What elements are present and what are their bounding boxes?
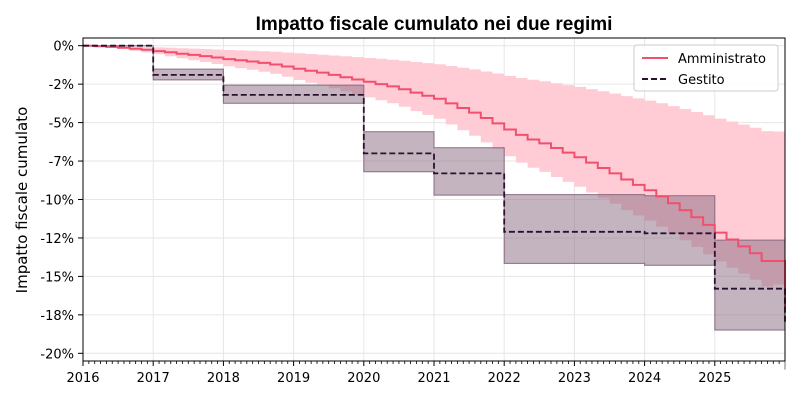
y-tick-label: -20% xyxy=(40,347,74,362)
legend: Amministrato Gestito xyxy=(633,44,779,92)
chart-title: Impatto fiscale cumulato nei due regimi xyxy=(256,14,613,35)
y-axis-label: Impatto fiscale cumulato xyxy=(13,107,31,294)
x-tick-label: 2018 xyxy=(207,371,240,386)
x-axis: 2016 2017 2018 2019 2020 2021 2022 2023 2024 2025 xyxy=(66,361,780,386)
y-tick-label: -2% xyxy=(49,78,74,93)
y-axis: 0% -2% -5% -7% -10% -12% -15% -18% -20% xyxy=(40,40,83,362)
y-tick-label: -15% xyxy=(40,270,74,285)
band-amministrato xyxy=(83,45,785,334)
y-tick-label: 0% xyxy=(53,40,74,55)
series-lines xyxy=(83,44,786,323)
y-tick-label: -18% xyxy=(40,309,74,324)
legend-box xyxy=(633,44,779,92)
x-tick-label: 2019 xyxy=(277,371,310,386)
x-tick-label: 2021 xyxy=(417,371,450,386)
x-tick-label: 2024 xyxy=(628,371,661,386)
y-tick-label: -5% xyxy=(49,117,74,132)
series-line-amministrato xyxy=(83,44,786,308)
x-tick-label: 2016 xyxy=(66,371,99,386)
y-tick-label: -7% xyxy=(49,155,74,170)
legend-label-amministrato: Amministrato xyxy=(678,52,766,67)
series-line-gestito xyxy=(83,44,786,323)
x-tick-label: 2023 xyxy=(558,371,591,386)
legend-label-gestito: Gestito xyxy=(678,73,725,88)
y-tick-label: -12% xyxy=(40,232,74,247)
x-tick-label: 2025 xyxy=(698,371,731,386)
x-tick-label: 2020 xyxy=(347,371,380,386)
y-tick-label: -10% xyxy=(40,194,74,209)
x-tick-label: 2022 xyxy=(488,371,521,386)
x-tick-label: 2017 xyxy=(137,371,170,386)
